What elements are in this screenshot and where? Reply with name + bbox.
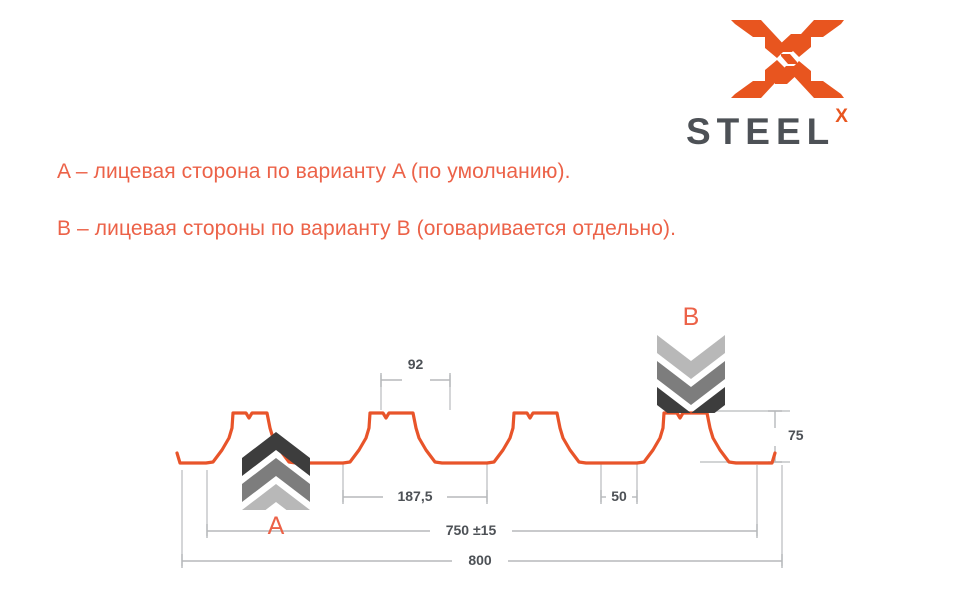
dimension-lines (181, 373, 783, 568)
logo-superscript-x: X (835, 106, 848, 127)
face-marker-b-letter: B (682, 303, 700, 331)
face-marker-b: B (655, 303, 727, 431)
chevron-up-icon (242, 432, 310, 476)
chevron-down-stack-icon (655, 335, 727, 431)
chevron-down-icon (657, 335, 725, 379)
face-marker-a: A (240, 432, 312, 542)
steelx-x-monogram-icon (731, 18, 846, 100)
note-line-variant-a: A – лицевая сторона по варианту A (по ум… (57, 160, 571, 183)
steelx-logo: STEELX (686, 18, 901, 152)
dimension-label-total-width: 800 (468, 552, 492, 568)
dimension-label-valley-width: 50 (611, 488, 627, 504)
dimension-label-pitch: 187,5 (397, 488, 433, 504)
dimension-label-top-flange-width: 92 (407, 356, 424, 372)
dimension-label-effective-width: 750 ±15 (445, 522, 497, 538)
logo-word-steel: STEEL (686, 111, 836, 152)
sheet-profile-outline (175, 411, 777, 465)
chevron-down-icon (657, 361, 725, 405)
profile-technical-drawing: 92 187,5 50 75 750 ±15 800 (0, 270, 970, 597)
chevron-up-icon (242, 458, 310, 502)
chevron-up-icon (242, 484, 310, 528)
face-marker-a-letter: A (267, 512, 285, 540)
note-line-variant-b: B – лицевая стороны по варианту B (огова… (57, 217, 677, 240)
dimension-label-profile-height: 75 (788, 427, 804, 443)
steelx-wordmark: STEELX (686, 106, 901, 152)
chevron-up-stack-icon (240, 432, 312, 528)
